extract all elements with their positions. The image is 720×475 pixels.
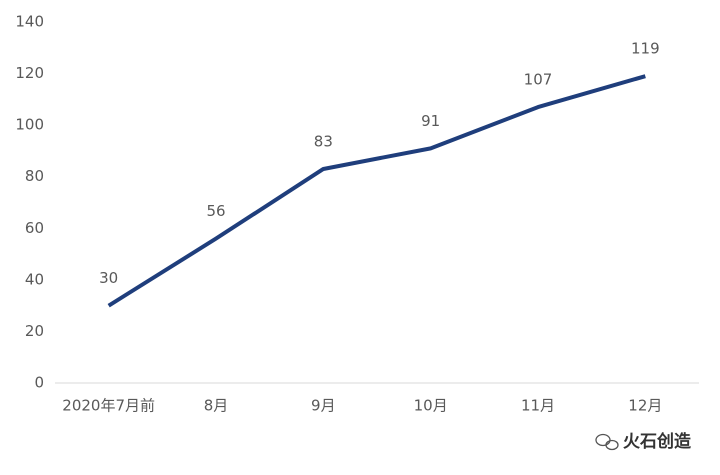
y-tick-label: 40 [25,270,44,288]
y-tick-label: 60 [25,219,44,237]
data-label: 56 [206,202,225,220]
data-label: 30 [99,269,118,287]
line [107,74,646,308]
x-tick-label: 8月 [204,397,229,415]
data-label: 119 [631,40,660,58]
y-tick-label: 100 [15,116,44,134]
x-tick-label: 12月 [628,397,662,415]
x-tick-label: 9月 [311,397,336,415]
watermark: 火石创造 [623,431,692,452]
x-tick-label: 11月 [521,397,555,415]
watermark-icon [595,433,619,451]
x-tick-label: 2020年7月前 [62,397,155,415]
y-tick-label: 140 [15,13,44,31]
data-label: 91 [421,112,440,130]
x-tick-label: 10月 [414,397,448,415]
y-tick-label: 0 [34,374,44,392]
y-tick-label: 120 [15,64,44,82]
y-tick-label: 20 [25,322,44,340]
data-label: 83 [314,132,333,150]
y-tick-label: 80 [25,167,44,185]
data-label: 107 [524,71,553,89]
